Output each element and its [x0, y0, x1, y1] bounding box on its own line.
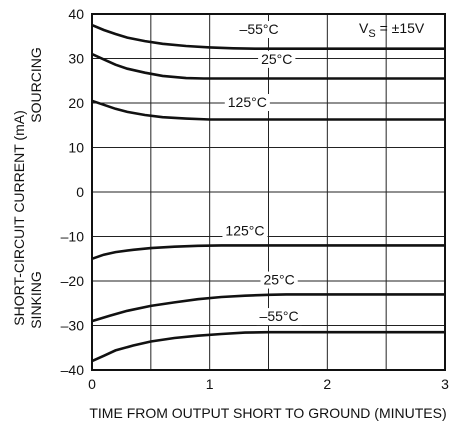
curve-label-background: [236, 21, 282, 39]
y-tick-label: –30: [61, 318, 85, 334]
y-tick-label: –20: [61, 273, 85, 289]
curve-label-sinking-3: 125°C: [225, 223, 264, 239]
y-axis-sourcing-label: SOURCING: [28, 47, 44, 122]
curves: [91, 23, 445, 363]
curve-label-background: [260, 271, 298, 289]
curve-label-sourcing-1: 25°C: [261, 51, 292, 67]
curve-sourcing-0: [91, 23, 445, 50]
x-tick-label: 3: [441, 376, 449, 392]
x-axis-title: TIME FROM OUTPUT SHORT TO GROUND (MINUTE…: [89, 405, 446, 421]
y-tick-label: 10: [68, 140, 84, 156]
supply-voltage-annotation: VS = ±15V: [359, 20, 425, 40]
y-tick-labels: 40 30 20 10 0 –10 –20 –30 –40: [61, 6, 85, 378]
curve-label-sourcing-2: 125°C: [228, 94, 267, 110]
curve-label-background: [224, 94, 270, 112]
curve-labels: –55°C 25°C 125°C 125°C 25°C –55°C: [222, 21, 302, 326]
y-tick-label: –40: [61, 362, 85, 378]
y-tick-label: –10: [61, 229, 85, 245]
x-tick-label: 0: [88, 376, 96, 392]
y-tick-label: 30: [68, 51, 84, 67]
curve-label-background: [258, 50, 296, 68]
curve-sourcing-1: [91, 52, 445, 80]
curve-sourcing-2: [91, 99, 445, 121]
curve-sinking-4: [91, 293, 445, 323]
curve-label-background: [222, 222, 268, 240]
y-axis-title: SHORT-CIRCUIT CURRENT (mA): [11, 110, 27, 325]
curve-label-sinking-5: –55°C: [260, 308, 299, 324]
plot-frame: [91, 13, 446, 371]
y-tick-label: 20: [68, 95, 84, 111]
x-tick-labels: 0 1 2 3: [88, 376, 449, 392]
x-tick-label: 2: [323, 376, 331, 392]
curve-sinking-3: [91, 244, 445, 261]
x-tick-label: 1: [206, 376, 214, 392]
curve-label-background: [256, 308, 302, 326]
y-tick-label: 40: [68, 6, 84, 22]
curve-label-sinking-4: 25°C: [263, 272, 294, 288]
y-tick-label: 0: [76, 184, 84, 200]
y-axis-sinking-label: SINKING: [28, 271, 44, 329]
curve-label-sourcing-0: –55°C: [240, 21, 279, 37]
curve-sinking-5: [91, 330, 445, 363]
